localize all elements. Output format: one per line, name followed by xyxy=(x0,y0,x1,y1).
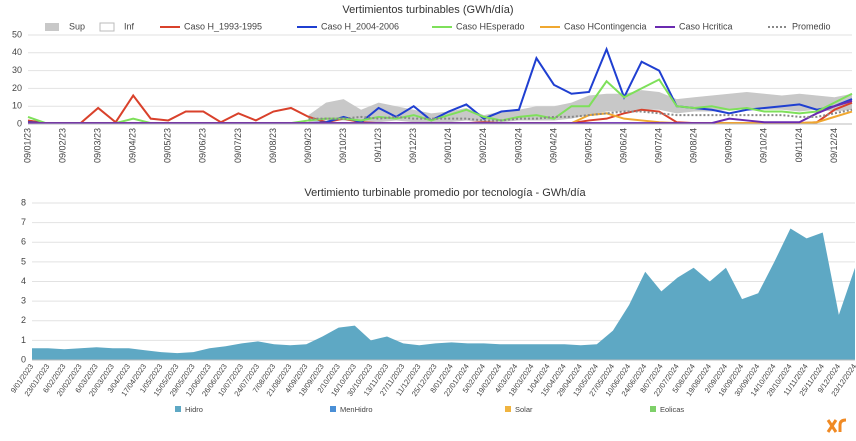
legend-swatch xyxy=(175,406,181,412)
x-tick-label: 09/09/23 xyxy=(303,128,313,163)
legend-swatch xyxy=(650,406,656,412)
legend-label: Caso H_2004-2006 xyxy=(321,21,399,31)
legend-label: Caso Hcritica xyxy=(679,21,733,31)
x-tick-label: 09/01/23 xyxy=(22,128,32,163)
x-tick-label: 09/07/24 xyxy=(654,128,664,163)
band-area xyxy=(308,107,853,124)
x-tick-label: 09/11/23 xyxy=(373,128,383,162)
legend-label: Caso H_1993-1995 xyxy=(184,21,262,31)
x-tick-label: 09/03/23 xyxy=(93,128,103,163)
x-tick-label: 09/01/24 xyxy=(443,128,453,163)
x-tick-label: 09/07/23 xyxy=(233,128,243,163)
logo xyxy=(826,418,847,433)
legend-swatch xyxy=(45,23,59,31)
series-line xyxy=(28,99,853,125)
legend-label: MenHidro xyxy=(340,405,373,414)
x-tick-label: 09/10/23 xyxy=(338,128,348,163)
x-tick-label: 09/12/24 xyxy=(829,128,839,163)
chart-title: Vertimiento turbinable promedio por tecn… xyxy=(304,187,586,199)
y-tick-label: 5 xyxy=(21,256,26,266)
y-tick-label: 7 xyxy=(21,217,26,227)
y-tick-label: 20 xyxy=(12,83,22,93)
series-line xyxy=(308,108,853,122)
x-tick-label: 09/03/24 xyxy=(513,128,523,163)
legend-swatch xyxy=(505,406,511,412)
x-tick-label: 09/08/23 xyxy=(268,128,278,163)
legend-label: Sup xyxy=(69,21,85,31)
legend-label: Solar xyxy=(515,405,533,414)
x-tick-label: 09/09/24 xyxy=(724,128,734,163)
x-tick-label: 09/04/23 xyxy=(128,128,138,163)
legend-label: Promedio xyxy=(792,21,831,31)
legend-label: Inf xyxy=(124,21,135,31)
y-tick-label: 50 xyxy=(12,29,22,39)
x-tick-label: 09/02/24 xyxy=(478,128,488,163)
x-tick-label: 09/08/24 xyxy=(689,128,699,163)
x-tick-label: 09/05/23 xyxy=(163,128,173,163)
y-tick-label: 1 xyxy=(21,335,26,345)
legend-swatch xyxy=(330,406,336,412)
x-tick-label: 09/04/24 xyxy=(548,128,558,163)
y-tick-label: 0 xyxy=(21,354,26,364)
y-tick-label: 6 xyxy=(21,237,26,247)
x-tick-label: 09/02/23 xyxy=(57,128,67,163)
legend-label: Caso HContingencia xyxy=(564,21,647,31)
y-tick-label: 2 xyxy=(21,315,26,325)
y-tick-label: 0 xyxy=(17,118,22,128)
chart-title: Vertimientos turbinables (GWh/día) xyxy=(342,4,513,16)
x-tick-label: 09/05/24 xyxy=(583,128,593,163)
y-tick-label: 10 xyxy=(12,101,22,111)
legend-swatch xyxy=(99,22,115,32)
legend-label: Caso HEsperado xyxy=(456,21,525,31)
x-tick-label: 09/06/23 xyxy=(198,128,208,163)
y-tick-label: 3 xyxy=(21,296,26,306)
y-tick-label: 8 xyxy=(21,197,26,207)
legend-label: Eolicas xyxy=(660,405,684,414)
x-tick-label: 09/12/23 xyxy=(408,128,418,163)
y-tick-label: 30 xyxy=(12,65,22,75)
x-tick-label: 09/10/24 xyxy=(759,128,769,163)
x-tick-label: 09/11/24 xyxy=(794,128,804,162)
y-tick-label: 4 xyxy=(21,276,26,286)
legend-label: Hidro xyxy=(185,405,203,414)
y-tick-label: 40 xyxy=(12,47,22,57)
stacked-area xyxy=(32,228,855,360)
x-tick-label: 09/06/24 xyxy=(618,128,628,163)
